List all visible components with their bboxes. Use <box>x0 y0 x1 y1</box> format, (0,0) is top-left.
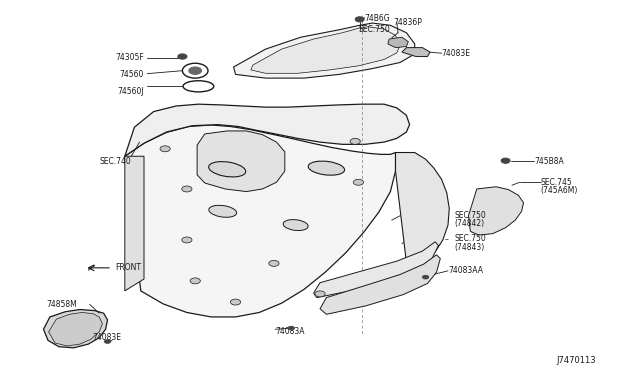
Circle shape <box>355 17 364 22</box>
Ellipse shape <box>183 81 214 92</box>
Circle shape <box>189 67 202 74</box>
Text: 74B6G: 74B6G <box>365 14 390 23</box>
Circle shape <box>422 275 429 279</box>
Ellipse shape <box>283 219 308 231</box>
Text: 74858M: 74858M <box>46 300 77 309</box>
Polygon shape <box>44 310 108 348</box>
Text: 745B8A: 745B8A <box>534 157 564 166</box>
Circle shape <box>288 326 294 330</box>
Polygon shape <box>396 153 449 263</box>
Circle shape <box>501 158 510 163</box>
Circle shape <box>269 260 279 266</box>
Polygon shape <box>468 187 524 235</box>
Text: SEC.750: SEC.750 <box>454 211 486 220</box>
Circle shape <box>315 291 325 297</box>
Text: SEC.740: SEC.740 <box>99 157 131 166</box>
Text: J7470113: J7470113 <box>557 356 596 365</box>
Text: 74083E: 74083E <box>442 49 470 58</box>
Text: (74843): (74843) <box>454 243 484 252</box>
Circle shape <box>178 54 187 59</box>
Polygon shape <box>234 23 415 78</box>
Circle shape <box>182 237 192 243</box>
Circle shape <box>230 299 241 305</box>
Text: (745A6M): (745A6M) <box>541 186 578 195</box>
Ellipse shape <box>209 205 237 217</box>
Text: 74836P: 74836P <box>394 18 422 27</box>
Polygon shape <box>314 242 438 298</box>
Text: 74560J: 74560J <box>117 87 144 96</box>
Polygon shape <box>320 255 440 314</box>
Circle shape <box>104 340 111 343</box>
Text: 74083A: 74083A <box>275 327 305 336</box>
Polygon shape <box>402 48 430 57</box>
Text: SEC.750: SEC.750 <box>358 25 390 34</box>
Polygon shape <box>197 131 285 192</box>
Text: 74305F: 74305F <box>115 53 144 62</box>
Circle shape <box>160 146 170 152</box>
Polygon shape <box>388 37 408 48</box>
Circle shape <box>182 63 208 78</box>
Ellipse shape <box>209 161 246 177</box>
Circle shape <box>190 278 200 284</box>
Polygon shape <box>125 104 410 156</box>
Text: 74083AA: 74083AA <box>448 266 483 275</box>
Text: SEC.745: SEC.745 <box>541 178 573 187</box>
Polygon shape <box>49 312 102 346</box>
Text: SEC.750: SEC.750 <box>454 234 486 243</box>
Polygon shape <box>125 125 396 317</box>
Polygon shape <box>251 27 400 73</box>
Circle shape <box>182 186 192 192</box>
Circle shape <box>353 179 364 185</box>
Polygon shape <box>125 156 144 291</box>
Text: 74560: 74560 <box>120 70 144 79</box>
Ellipse shape <box>308 161 344 175</box>
Text: FRONT: FRONT <box>115 263 141 272</box>
Circle shape <box>350 138 360 144</box>
Text: (74842): (74842) <box>454 219 484 228</box>
Text: 74083E: 74083E <box>93 333 122 342</box>
